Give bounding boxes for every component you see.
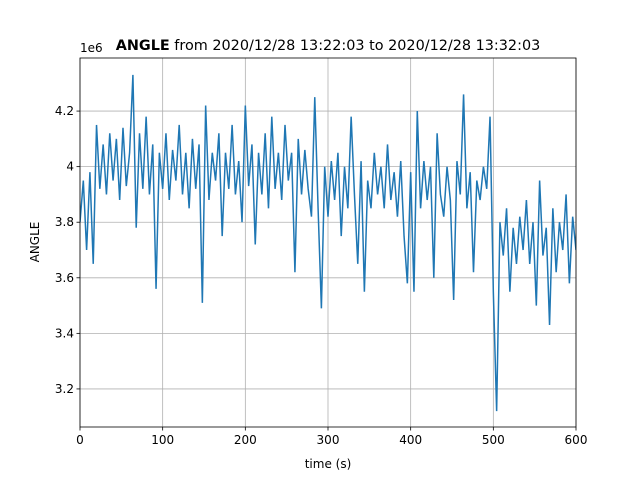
x-tick-label: 100 — [151, 433, 174, 447]
x-axis-label: time (s) — [305, 457, 352, 471]
x-tick-label: 200 — [234, 433, 257, 447]
y-tick-label: 3.2 — [55, 382, 74, 396]
x-tick-label: 0 — [76, 433, 84, 447]
y-axis-label: ANGLE — [28, 222, 42, 263]
y-tick-label: 4 — [66, 160, 74, 174]
y-tick-label: 3.8 — [55, 215, 74, 229]
y-tick-label: 3.4 — [55, 326, 74, 340]
title-bold: ANGLE — [116, 38, 170, 54]
plot-frame — [79, 57, 577, 428]
x-tick-label: 300 — [317, 433, 340, 447]
title-text: from 2020/12/28 13:22:03 to 2020/12/28 1… — [174, 38, 540, 54]
y-offset-text: 1e6 — [80, 41, 103, 55]
x-tick-label: 500 — [482, 433, 505, 447]
x-tick-label: 400 — [399, 433, 422, 447]
data-line — [80, 74, 576, 412]
y-tick-label: 4.2 — [55, 104, 74, 118]
x-tick-label: 600 — [565, 433, 588, 447]
chart-title: ANGLE from 2020/12/28 13:22:03 to 2020/1… — [116, 38, 541, 54]
y-tick-label: 3.6 — [55, 271, 74, 285]
